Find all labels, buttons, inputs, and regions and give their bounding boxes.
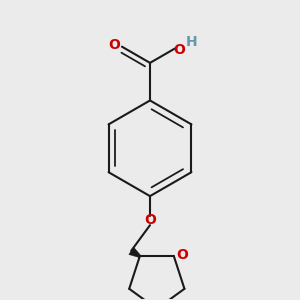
Text: H: H: [186, 34, 197, 49]
Text: O: O: [144, 213, 156, 227]
Polygon shape: [129, 247, 140, 257]
Text: O: O: [108, 38, 120, 52]
Text: O: O: [173, 43, 185, 57]
Text: O: O: [176, 248, 188, 262]
